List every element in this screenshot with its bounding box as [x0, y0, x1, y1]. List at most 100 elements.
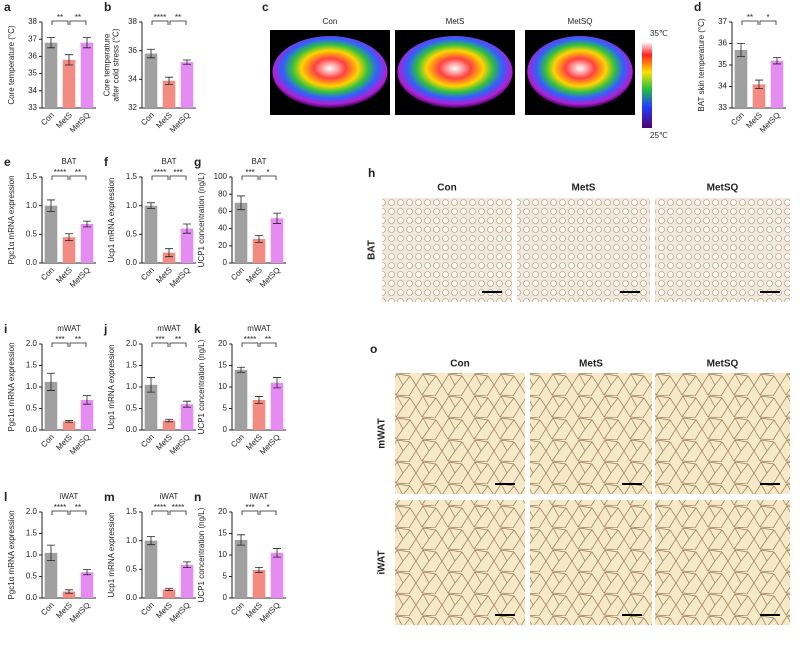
- x-tick-label: Con: [729, 111, 746, 128]
- significance-bracket: [169, 510, 187, 515]
- error-bar: [165, 587, 173, 591]
- y-tick-label: 0.0: [26, 258, 38, 267]
- error-bar: [83, 569, 91, 576]
- column-header: MetS: [579, 359, 603, 370]
- panel-letter: l: [4, 490, 7, 504]
- y-tick-label: 0: [223, 258, 228, 267]
- bar: [80, 572, 94, 598]
- y-tick-label: 5: [223, 404, 228, 413]
- y-axis-label: Core temperature (°C): [7, 25, 16, 105]
- significance-label: ****: [244, 335, 256, 344]
- y-tick-label: 0.0: [126, 593, 138, 602]
- error-bar: [65, 54, 73, 66]
- y-tick-label: 0.0: [126, 258, 138, 267]
- y-tick-label: 15: [218, 361, 227, 370]
- y-tick-label: 0.5: [126, 404, 138, 413]
- x-tick-label: MetSQ: [168, 433, 192, 457]
- error-bar: [83, 220, 91, 228]
- histology-image: [655, 373, 790, 494]
- significance-label: **: [57, 13, 63, 22]
- y-tick-label: 38: [128, 17, 137, 26]
- bar: [62, 421, 76, 430]
- bar: [62, 59, 76, 108]
- significance-bracket: [69, 342, 87, 347]
- y-tick-label: 100: [214, 172, 228, 181]
- y-tick-label: 34: [128, 74, 137, 83]
- error-bar: [255, 396, 263, 404]
- histology-image: [655, 198, 790, 302]
- histology-image: [530, 373, 652, 494]
- panel-letter: j: [103, 322, 107, 336]
- bar: [144, 53, 158, 108]
- significance-label: **: [75, 335, 81, 344]
- significance-label: **: [175, 335, 181, 344]
- bar: [252, 238, 266, 263]
- x-tick-label: MetSQ: [168, 601, 192, 625]
- y-axis-label: BAT skin temperature (°C): [697, 18, 706, 111]
- y-tick-label: 1.5: [126, 361, 138, 370]
- significance-label: ****: [172, 503, 184, 512]
- error-bar: [255, 567, 263, 574]
- x-tick-label: Con: [139, 433, 156, 450]
- error-bar: [183, 400, 191, 408]
- significance-bracket: [259, 510, 277, 515]
- y-tick-label: 1.0: [26, 201, 38, 210]
- significance-bracket: [51, 342, 69, 347]
- y-axis-label: Core temperature: [103, 33, 112, 96]
- x-tick-label: Con: [139, 601, 156, 618]
- y-tick-label: 15: [218, 529, 227, 538]
- y-tick-label: 2.0: [126, 339, 138, 348]
- error-bar: [183, 561, 191, 569]
- panel-letter: c: [262, 0, 269, 14]
- image-label: MetSQ: [568, 17, 593, 26]
- x-tick-label: Con: [39, 433, 56, 450]
- error-bar: [147, 377, 155, 393]
- significance-label: *: [766, 13, 769, 22]
- y-tick-label: 20: [218, 339, 227, 348]
- error-bar: [165, 248, 173, 258]
- scale-min: 25℃: [650, 131, 668, 140]
- y-axis-label: after cold stress (°C): [112, 28, 121, 101]
- bar: [62, 237, 76, 263]
- column-header: MetSQ: [707, 183, 739, 194]
- bar: [144, 540, 158, 598]
- panel-letter: n: [194, 490, 201, 504]
- column-header: MetS: [572, 183, 596, 194]
- column-header: Con: [437, 183, 456, 194]
- bar: [80, 224, 94, 263]
- image-label: MetS: [446, 17, 465, 26]
- y-tick-label: 0.0: [126, 425, 138, 434]
- bar: [162, 420, 176, 430]
- significance-label: *: [266, 168, 269, 177]
- panel-title: mWAT: [247, 324, 271, 333]
- x-tick-label: MetSQ: [68, 601, 92, 625]
- color-scale: [642, 42, 652, 128]
- error-bar: [83, 37, 91, 49]
- significance-bracket: [259, 175, 277, 180]
- y-tick-label: 0.0: [26, 593, 38, 602]
- x-tick-label: Con: [229, 266, 246, 283]
- panel-letter: e: [4, 155, 11, 169]
- panel-title: BAT: [162, 157, 177, 166]
- histology-image: [382, 198, 512, 302]
- y-tick-label: 1.0: [126, 382, 138, 391]
- error-bar: [147, 202, 155, 209]
- error-bar: [47, 544, 55, 561]
- y-tick-label: 1.0: [126, 536, 138, 545]
- y-tick-label: 5: [223, 572, 228, 581]
- y-tick-label: 0.5: [26, 404, 38, 413]
- y-tick-label: 1.5: [26, 529, 38, 538]
- y-tick-label: 35: [28, 69, 37, 78]
- bar: [734, 49, 748, 108]
- y-axis-label: Ucp1 mRNA expression: [107, 345, 116, 430]
- significance-label: **: [175, 13, 181, 22]
- y-tick-label: 60: [218, 207, 227, 216]
- significance-label: **: [265, 335, 271, 344]
- y-tick-label: 0.5: [26, 229, 38, 238]
- bar: [44, 205, 58, 263]
- error-bar: [755, 79, 763, 90]
- error-bar: [737, 43, 745, 57]
- y-tick-label: 36: [718, 39, 727, 48]
- bar: [270, 382, 284, 430]
- panel-letter: k: [194, 322, 201, 336]
